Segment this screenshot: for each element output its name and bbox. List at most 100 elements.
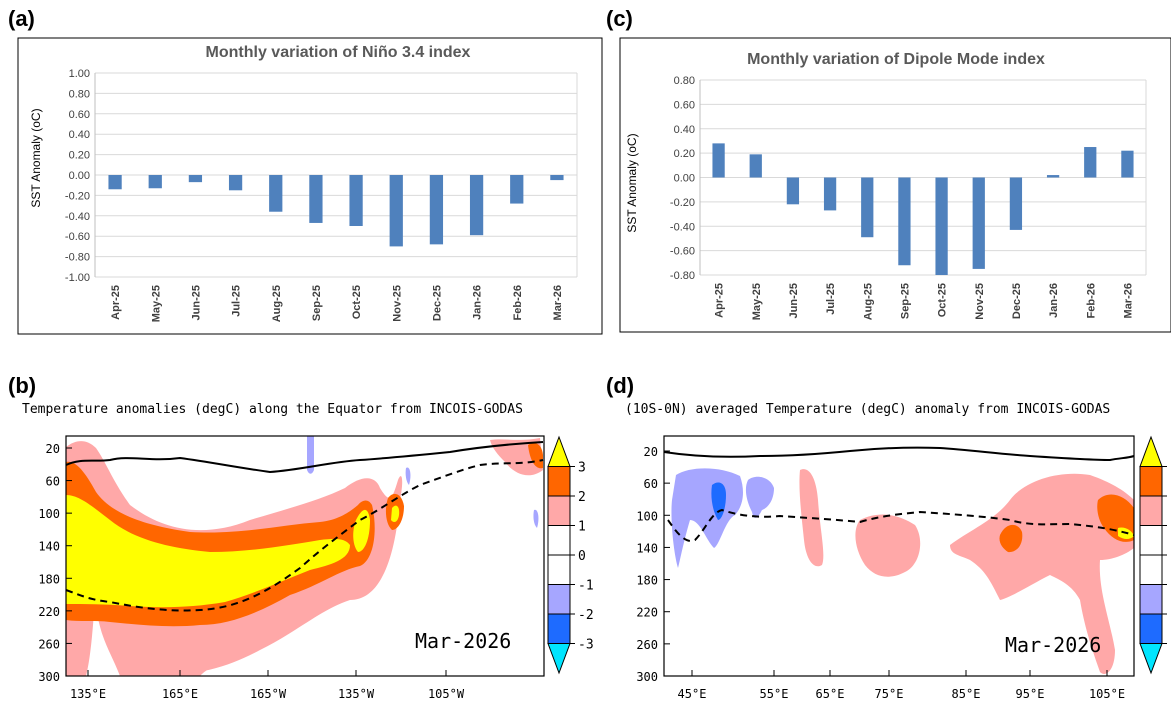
x-tick-label: Dec-25 [431, 285, 443, 321]
y-tick-label: 100 [636, 509, 658, 523]
x-tick-label: 105°E [1089, 687, 1125, 701]
panel-label-a: (a) [8, 6, 35, 31]
bar-Aug-25 [861, 177, 874, 238]
y-tick-label: 0.00 [674, 173, 695, 185]
x-tick-label: 45°E [678, 687, 707, 701]
y-tick-label: 140 [636, 541, 658, 555]
chart-c-frame [619, 37, 1171, 333]
bar-Jan-26 [469, 175, 484, 236]
x-tick-label: 105°W [428, 687, 465, 701]
bar-Jun-25 [786, 177, 800, 205]
x-tick-label: Mar-26 [1122, 283, 1134, 318]
chart-b-contour-blue-3 [533, 509, 539, 528]
chart-c-title: Monthly variation of Dipole Mode index [747, 51, 1045, 68]
y-tick-label: 0.40 [69, 129, 90, 141]
x-tick-label: 55°E [760, 687, 789, 701]
colorbar-segment [547, 435, 571, 467]
colorbar-segment [1139, 495, 1163, 526]
y-tick-label: 300 [38, 670, 60, 684]
bar-Nov-25 [972, 177, 985, 269]
x-tick-label: Nov-25 [974, 283, 986, 320]
chart-d-title: (10S-0N) averaged Temperature (degC) ano… [625, 402, 1110, 417]
chart-b-contour-yellow-east [353, 509, 370, 552]
x-tick-label: Sep-25 [899, 283, 911, 319]
bar-May-25 [148, 175, 162, 189]
x-tick-label: Oct-25 [937, 283, 949, 317]
chart-b-mixed-layer-line [65, 441, 544, 474]
x-tick-label: 135°E [70, 687, 106, 701]
colorbar-segment [1139, 584, 1163, 615]
colorbar-segment [1139, 613, 1163, 644]
y-tick-label: 0.20 [69, 150, 90, 162]
colorbar-label: 2 [578, 490, 586, 505]
y-tick-label: -0.60 [65, 231, 90, 243]
colorbar-label: -1 [578, 579, 594, 594]
chart-a-ylabel: SST Anomaly (oC) [29, 108, 43, 207]
chart-d-plot-area [663, 435, 1135, 677]
chart-c-ylabel: SST Anomaly (oC) [625, 133, 639, 232]
bar-Oct-25 [349, 175, 363, 226]
bar-Nov-25 [389, 175, 403, 247]
x-tick-label: 135°W [338, 687, 375, 701]
bar-Aug-25 [269, 175, 283, 212]
chart-c-dipole: Monthly variation of Dipole Mode index S… [619, 37, 1171, 333]
y-tick-label: 260 [38, 637, 60, 651]
x-tick-label: 165°W [250, 687, 287, 701]
bar-Feb-26 [510, 175, 524, 204]
colorbar-label: 3 [578, 461, 586, 476]
bar-Dec-25 [1009, 177, 1023, 230]
bar-Apr-25 [712, 143, 725, 178]
bar-Feb-26 [1084, 147, 1097, 178]
chart-b-isotherm-20c [65, 459, 544, 612]
chart-b-title: Temperature anomalies (degC) along the E… [22, 402, 523, 417]
y-tick-label: 220 [38, 605, 60, 619]
chart-d-contour-pink-2 [855, 514, 921, 577]
colorbar-segment [547, 495, 571, 526]
chart-b-frame [65, 435, 545, 677]
bar-Mar-26 [550, 175, 564, 181]
y-tick-label: 20 [46, 442, 60, 456]
y-tick-label: -0.20 [65, 190, 90, 202]
x-tick-label: May-25 [751, 283, 763, 320]
bar-Apr-25 [108, 175, 122, 190]
chart-b-plot-area [65, 435, 545, 677]
chart-b-contour-yellow [66, 495, 350, 608]
bar-May-25 [749, 154, 762, 178]
y-tick-label: -1.00 [65, 272, 90, 284]
chart-d-annotation: Mar-2026 [1005, 633, 1101, 657]
x-tick-label: 65°E [816, 687, 845, 701]
colorbar-label: -3 [578, 638, 594, 653]
y-tick-label: 0.00 [69, 170, 90, 182]
x-tick-label: Feb-26 [1085, 283, 1097, 318]
x-tick-label: Nov-25 [391, 285, 403, 322]
y-tick-label: 0.40 [674, 124, 695, 136]
panel-label-d: (d) [606, 373, 634, 398]
y-tick-label: 140 [38, 540, 60, 554]
x-tick-label: May-25 [150, 285, 162, 322]
chart-d-mixed-layer-line [663, 446, 1135, 462]
colorbar-segment [547, 525, 571, 556]
chart-a-nino34: Monthly variation of Niño 3.4 index SST … [17, 37, 603, 335]
colorbar-segment [547, 554, 571, 585]
x-tick-label: Jul-25 [825, 283, 837, 315]
chart-b-contour-pink-lower [150, 650, 250, 676]
x-tick-label: Sep-25 [311, 285, 323, 321]
y-tick-label: -0.80 [65, 252, 90, 264]
chart-d-frame [663, 435, 1135, 677]
y-tick-label: 0.60 [69, 109, 90, 121]
y-tick-label: 0.60 [674, 99, 695, 111]
x-tick-label: 165°E [162, 687, 198, 701]
chart-d-contour-blue-2 [745, 476, 774, 518]
x-tick-label: Oct-25 [351, 285, 363, 319]
colorbar-label: 1 [578, 520, 586, 535]
chart-b-contour-yellow-east2 [391, 505, 400, 523]
colorbar-segment [547, 584, 571, 615]
x-tick-label: Feb-26 [512, 285, 524, 320]
bar-Mar-26 [1121, 150, 1134, 178]
x-tick-label: Jan-26 [1048, 283, 1060, 318]
y-tick-label: 260 [636, 638, 658, 652]
colorbar-segment [1139, 466, 1163, 497]
colorbar-segment [547, 466, 571, 497]
bar-Oct-25 [935, 177, 948, 275]
